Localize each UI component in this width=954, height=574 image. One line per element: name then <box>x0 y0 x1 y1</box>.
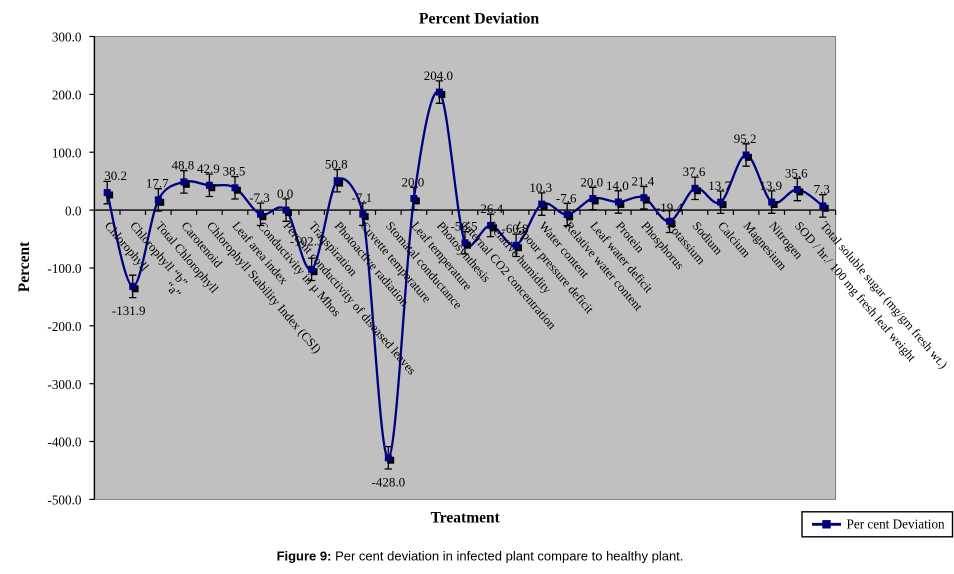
svg-text:42.9: 42.9 <box>197 161 220 176</box>
svg-text:-60.8: -60.8 <box>502 221 529 236</box>
svg-text:-100.0: -100.0 <box>47 261 81 276</box>
svg-text:-400.0: -400.0 <box>47 435 81 450</box>
svg-text:300.0: 300.0 <box>52 30 82 45</box>
svg-text:7.3: 7.3 <box>814 182 830 197</box>
svg-text:Percent Deviation: Percent Deviation <box>419 11 540 28</box>
svg-text:38.5: 38.5 <box>223 164 246 179</box>
svg-text:Treatment: Treatment <box>431 509 501 526</box>
svg-text:-7.3: -7.3 <box>249 190 270 205</box>
svg-text:50.8: 50.8 <box>325 157 348 172</box>
svg-text:Percent: Percent <box>16 241 33 292</box>
svg-text:10.3: 10.3 <box>529 180 552 195</box>
svg-text:-500.0: -500.0 <box>47 493 81 508</box>
svg-text:Figure 9: Per cent deviation i: Figure 9: Per cent deviation in infected… <box>277 549 684 564</box>
svg-text:-102.3: -102.3 <box>290 234 324 249</box>
svg-text:20.0: 20.0 <box>580 174 603 189</box>
svg-text:-428.0: -428.0 <box>372 475 406 490</box>
svg-text:-300.0: -300.0 <box>47 377 81 392</box>
svg-text:14.0: 14.0 <box>606 178 629 193</box>
svg-text:21.4: 21.4 <box>632 174 655 189</box>
svg-text:0.0: 0.0 <box>277 186 293 201</box>
svg-text:-131.9: -131.9 <box>112 303 146 318</box>
svg-text:100.0: 100.0 <box>52 145 82 160</box>
svg-text:-26.4: -26.4 <box>476 201 504 216</box>
svg-text:13.7: 13.7 <box>708 178 731 193</box>
svg-text:48.8: 48.8 <box>172 158 195 173</box>
svg-text:30.2: 30.2 <box>104 168 127 183</box>
svg-text:37.6: 37.6 <box>683 164 706 179</box>
svg-text:-200.0: -200.0 <box>47 319 81 334</box>
svg-text:-7.1: -7.1 <box>352 190 373 205</box>
svg-text:95.2: 95.2 <box>734 131 757 146</box>
svg-text:20.0: 20.0 <box>402 174 425 189</box>
svg-text:204.0: 204.0 <box>424 68 453 83</box>
svg-text:200.0: 200.0 <box>52 88 82 103</box>
svg-text:-56.5: -56.5 <box>450 219 477 234</box>
svg-text:-19.4: -19.4 <box>656 200 684 215</box>
svg-text:17.7: 17.7 <box>146 176 169 191</box>
svg-text:35.6: 35.6 <box>785 165 808 180</box>
svg-text:13.9: 13.9 <box>759 178 782 193</box>
svg-text:-7.6: -7.6 <box>556 190 577 205</box>
svg-text:0.0: 0.0 <box>65 203 82 218</box>
svg-text:Per cent Deviation: Per cent Deviation <box>847 517 946 532</box>
